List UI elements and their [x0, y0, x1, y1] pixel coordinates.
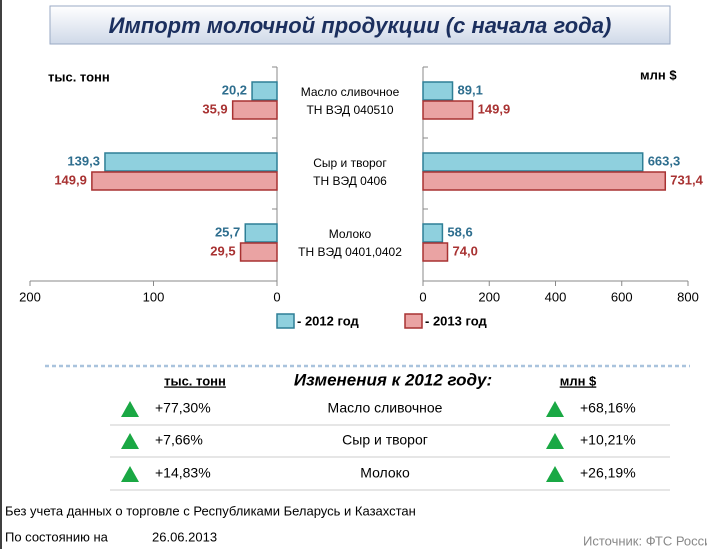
x-tick-label: 200	[478, 289, 500, 304]
unit-label: тыс. тонн	[48, 69, 110, 84]
up-arrow	[121, 433, 139, 449]
bar	[104, 152, 278, 172]
as-of-label: По состоянию на	[5, 529, 109, 544]
source: Источник: ФТС России	[583, 533, 707, 548]
bar	[422, 152, 644, 172]
bar	[231, 100, 278, 120]
bar	[251, 81, 278, 101]
x-tick-label: 200	[19, 289, 41, 304]
table-cell: +10,21%	[580, 432, 636, 448]
legend-swatch	[404, 313, 423, 329]
legend-swatch	[276, 313, 295, 329]
title: Импорт молочной продукции (с начала года…	[109, 13, 612, 38]
up-arrow	[546, 401, 564, 417]
category-label: Молоко	[329, 227, 372, 241]
up-arrow	[546, 433, 564, 449]
category-code: ТН ВЭД 040510	[306, 103, 393, 117]
bar	[422, 81, 454, 101]
note: Без учета данных о торговле с Республика…	[5, 503, 416, 518]
row-lines	[110, 424, 670, 491]
up-arrow	[121, 466, 139, 482]
x-tick-label: 0	[419, 289, 426, 304]
category-code: ТН ВЭД 0406	[313, 174, 387, 188]
table-cell: +14,83%	[155, 465, 211, 481]
x-tick-label: 100	[143, 289, 165, 304]
up-arrow	[121, 401, 139, 417]
data-label: 58,6	[447, 224, 472, 239]
bar	[91, 171, 278, 191]
legend-label: - 2012 год	[297, 313, 359, 328]
table-header: Изменения к 2012 году:	[294, 370, 492, 389]
bar	[422, 242, 449, 262]
category-code: ТН ВЭД 0401,0402	[298, 245, 402, 259]
table-cell: +26,19%	[580, 465, 636, 481]
x-tick-label: 400	[545, 289, 567, 304]
x-tick-label: 0	[273, 289, 280, 304]
category-label: Сыр и творог	[313, 156, 387, 170]
bar	[422, 171, 667, 191]
category-label: Масло сливочное	[301, 85, 400, 99]
x-tick-label: 600	[611, 289, 633, 304]
data-label: 149,9	[54, 172, 87, 187]
data-label: 20,2	[222, 82, 247, 97]
table-cell: +7,66%	[155, 432, 203, 448]
x-tick-label: 800	[677, 289, 699, 304]
data-label: 29,5	[210, 243, 235, 258]
data-label: 89,1	[458, 82, 483, 97]
data-label: 25,7	[215, 224, 240, 239]
up-arrow	[546, 466, 564, 482]
data-label: 35,9	[202, 101, 227, 116]
data-label: 149,9	[478, 101, 511, 116]
bar	[422, 100, 474, 120]
table-cell: Молоко	[360, 465, 410, 481]
table-cell: +77,30%	[155, 400, 211, 416]
data-label: 139,3	[67, 153, 100, 168]
table-cell: Сыр и творог	[342, 432, 428, 448]
data-label: 731,4	[670, 172, 703, 187]
table-header: млн $	[560, 373, 597, 388]
bar	[422, 223, 444, 243]
title-box	[49, 5, 671, 45]
data-label: 663,3	[648, 153, 681, 168]
legend-label: - 2013 год	[425, 313, 487, 328]
bar	[239, 242, 278, 262]
data-label: 74,0	[453, 243, 478, 258]
table-cell: Масло сливочное	[328, 400, 443, 416]
table-cell: +68,16%	[580, 400, 636, 416]
unit-label: млн $	[640, 67, 677, 82]
as-of-date: 26.06.2013	[152, 529, 217, 544]
bar	[244, 223, 278, 243]
table-header: тыс. тонн	[164, 373, 226, 388]
